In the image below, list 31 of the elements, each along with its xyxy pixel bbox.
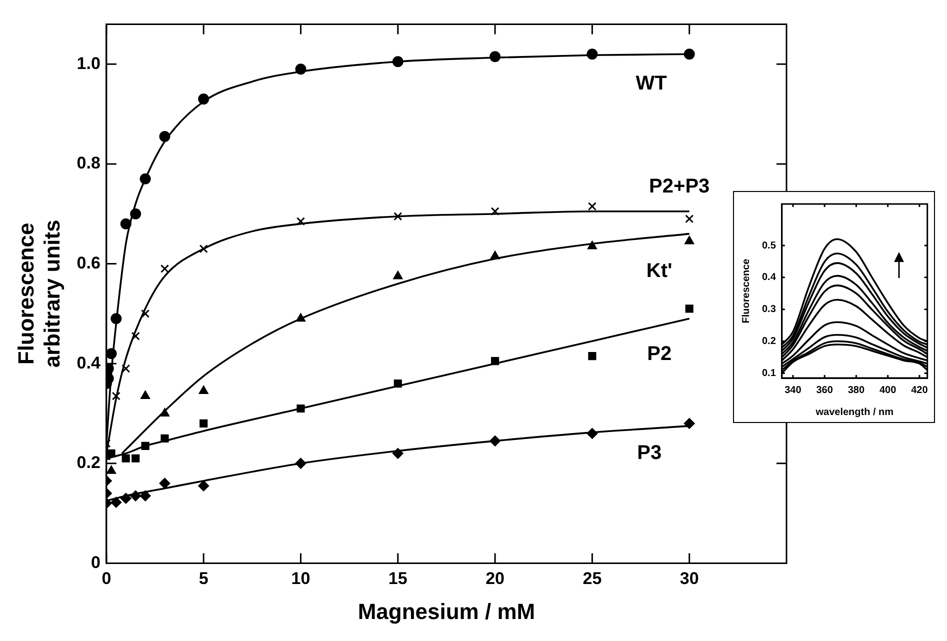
- y-tick-label: 0.4: [76, 353, 101, 372]
- y-axis-title: Fluorescence: [740, 258, 752, 324]
- x-tick-label: 360: [816, 385, 834, 396]
- y-tick-label: 0.2: [76, 453, 100, 472]
- series-label: WT: [636, 72, 667, 95]
- y-tick-label: 0.6: [76, 253, 100, 272]
- x-axis-title: wavelength / nm: [814, 407, 894, 418]
- x-tick-label: 15: [388, 569, 408, 588]
- y-tick-label: 0.2: [762, 336, 776, 348]
- series-label: P2: [647, 343, 672, 366]
- series-label: P2+P3: [649, 175, 710, 198]
- x-tick-label: 420: [911, 385, 928, 396]
- x-tick-label: 5: [198, 569, 208, 588]
- y-tick-label: 0.1: [762, 368, 776, 380]
- y-tick-label: 0.5: [762, 240, 776, 252]
- x-tick-label: 30: [680, 569, 699, 588]
- y-tick-label: 1.0: [76, 54, 100, 73]
- x-tick-label: 340: [784, 385, 802, 396]
- series-label: Kt': [646, 260, 672, 282]
- x-axis-title: Magnesium / mM: [358, 598, 536, 624]
- x-tick-label: 380: [848, 385, 865, 396]
- x-tick-label: 20: [486, 569, 505, 588]
- y-tick-label: 0.4: [762, 272, 776, 284]
- x-tick-label: 400: [879, 385, 897, 396]
- y-tick-label: 0: [90, 552, 100, 572]
- x-tick-label: 10: [291, 569, 310, 588]
- y-tick-label: 0.8: [76, 154, 100, 173]
- series-label: P3: [637, 442, 662, 464]
- y-axis-title: Fluorescence arbitrary units: [13, 220, 65, 368]
- y-tick-label: 0.3: [762, 304, 776, 316]
- x-tick-label: 25: [582, 569, 602, 588]
